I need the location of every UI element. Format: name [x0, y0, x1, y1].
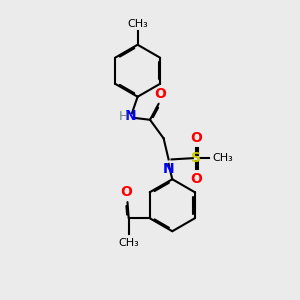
Text: O: O	[120, 185, 132, 199]
Text: CH₃: CH₃	[213, 153, 233, 163]
Text: N: N	[163, 162, 174, 176]
Text: CH₃: CH₃	[118, 238, 139, 248]
Text: H: H	[119, 110, 128, 123]
Text: N: N	[124, 109, 136, 123]
Text: O: O	[190, 130, 202, 145]
Text: O: O	[190, 172, 202, 186]
Text: O: O	[154, 87, 166, 101]
Text: S: S	[191, 151, 201, 165]
Text: CH₃: CH₃	[127, 20, 148, 29]
